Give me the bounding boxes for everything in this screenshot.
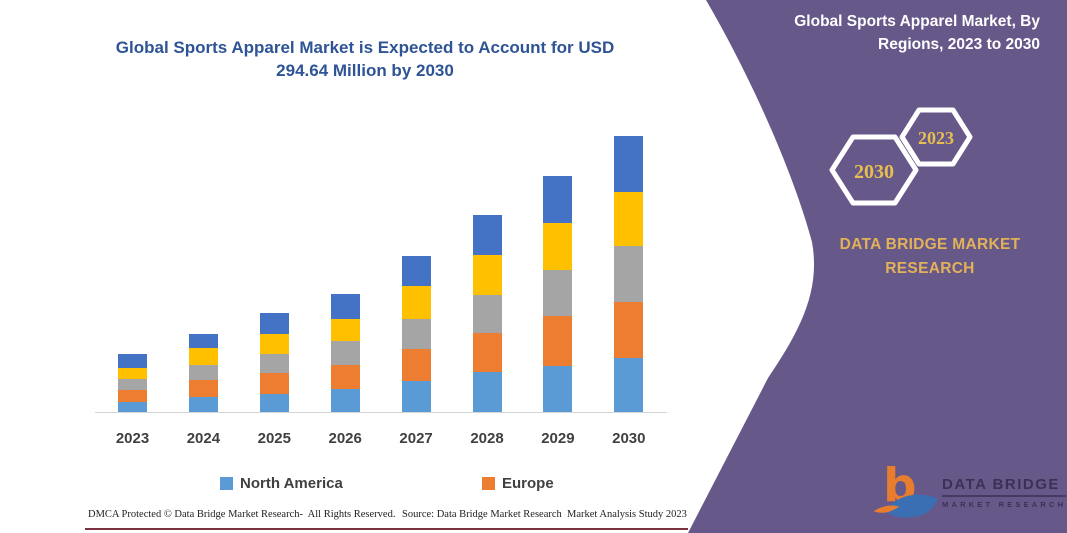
bar-segment-unlabeled-blue-2025	[259, 313, 289, 334]
hexagon-2023	[899, 107, 973, 167]
bar-segment-unlabeled-blue-2030	[614, 136, 644, 192]
brand-text-line1: DATA BRIDGE MARKET	[839, 236, 1021, 253]
panel-title-line1: Global Sports Apparel Market, By	[794, 13, 1040, 30]
bar-segment-europe-2023	[118, 390, 147, 402]
hexagon-years-graphic: 2023 2030	[829, 107, 973, 206]
bar-segment-unlabeled-yellow-2028	[472, 254, 502, 295]
bar-segment-north-america-2026	[330, 388, 360, 412]
dmca-notice: DMCA Protected © Data Bridge Market Rese…	[88, 509, 396, 520]
bar-segment-unlabeled-gray-2028	[472, 294, 502, 334]
panel-title: Global Sports Apparel Market, By Regions…	[700, 10, 1040, 56]
bar-segment-unlabeled-yellow-2025	[259, 333, 289, 354]
bar-segment-unlabeled-blue-2028	[472, 215, 502, 255]
bar-segment-unlabeled-gray-2027	[401, 318, 431, 350]
bar-segment-unlabeled-gray-2025	[259, 353, 289, 373]
logo-tagline: MARKET RESEARCH	[942, 500, 1067, 509]
legend-label-north-america: North America	[240, 475, 343, 492]
bar-segment-unlabeled-gray-2029	[543, 269, 573, 317]
logo-blue-swoosh	[884, 494, 938, 518]
chart-title-line2: 294.64 Million by 2030	[276, 61, 454, 80]
bar-segment-unlabeled-blue-2027	[401, 255, 431, 286]
bar-segment-unlabeled-yellow-2026	[330, 318, 360, 342]
bar-segment-north-america-2030	[614, 358, 644, 412]
bar-segment-north-america-2023	[118, 401, 147, 412]
bar-segment-europe-2028	[472, 333, 502, 373]
chart-title: Global Sports Apparel Market is Expected…	[65, 36, 665, 82]
logo-orange-swoosh	[873, 505, 900, 513]
panel-title-line2: Regions, 2023 to 2030	[878, 36, 1040, 53]
x-axis-label-2030: 2030	[612, 430, 646, 447]
bar-segment-europe-2027	[401, 349, 431, 382]
bar-segment-europe-2030	[614, 301, 644, 358]
x-axis-label-2027: 2027	[399, 430, 433, 447]
bar-segment-unlabeled-blue-2026	[330, 293, 360, 319]
chart-title-line1: Global Sports Apparel Market is Expected…	[115, 38, 615, 57]
x-axis-label-2026: 2026	[328, 430, 362, 447]
bar-segment-europe-2024	[188, 379, 218, 397]
logo-wordmark: DATA BRIDGE	[942, 476, 1067, 497]
bar-segment-unlabeled-gray-2030	[614, 246, 644, 302]
bar-segment-unlabeled-yellow-2029	[543, 222, 573, 270]
bar-segment-north-america-2027	[401, 381, 431, 412]
bar-segment-unlabeled-yellow-2023	[118, 367, 147, 379]
bar-segment-unlabeled-blue-2023	[118, 354, 147, 368]
bottom-divider-line	[85, 528, 688, 530]
bar-segment-unlabeled-yellow-2030	[614, 192, 644, 247]
bar-segment-north-america-2029	[543, 366, 573, 412]
bar-segment-unlabeled-blue-2029	[543, 175, 573, 223]
bar-segment-unlabeled-yellow-2024	[188, 348, 218, 366]
bar-segment-north-america-2024	[188, 396, 218, 412]
brand-text-line2: RESEARCH	[885, 260, 975, 277]
bar-segment-unlabeled-yellow-2027	[401, 285, 431, 319]
data-bridge-logo-text: DATA BRIDGE MARKET RESEARCH	[942, 476, 1067, 509]
bar-segment-europe-2026	[330, 365, 360, 389]
plot-area: 2023 2024 2025 2026 2027 2028 2029 2030	[115, 136, 646, 447]
bar-segment-north-america-2025	[259, 393, 289, 412]
legend-item-north-america: North America	[220, 475, 343, 492]
brand-text: DATA BRIDGE MARKET RESEARCH	[800, 233, 1060, 281]
bar-segment-europe-2029	[543, 316, 573, 367]
legend-swatch-north-america	[220, 477, 233, 490]
x-axis-label-2029: 2029	[541, 430, 575, 447]
legend-swatch-europe	[482, 477, 495, 490]
bar-segment-north-america-2028	[472, 372, 502, 412]
bar-segment-europe-2025	[259, 372, 289, 394]
data-bridge-logo-icon: b	[873, 460, 938, 518]
source-note: Source: Data Bridge Market Research Mark…	[402, 509, 687, 520]
x-axis-label-2025: 2025	[257, 430, 291, 447]
hexagon-2030	[829, 134, 919, 206]
hexagon-2023-label: 2023	[918, 128, 954, 148]
x-axis-label-2028: 2028	[470, 430, 504, 447]
x-axis-label-2023: 2023	[115, 430, 150, 447]
bar-segment-unlabeled-gray-2024	[188, 365, 218, 380]
legend-label-europe: Europe	[502, 475, 554, 492]
bar-segment-unlabeled-gray-2023	[118, 378, 147, 391]
bar-segment-unlabeled-blue-2024	[188, 333, 218, 349]
x-axis-line	[95, 412, 667, 413]
hexagon-2030-label: 2030	[854, 161, 894, 183]
legend-item-europe: Europe	[482, 475, 554, 492]
bar-segment-unlabeled-gray-2026	[330, 341, 360, 366]
x-axis-label-2024: 2024	[186, 430, 221, 447]
